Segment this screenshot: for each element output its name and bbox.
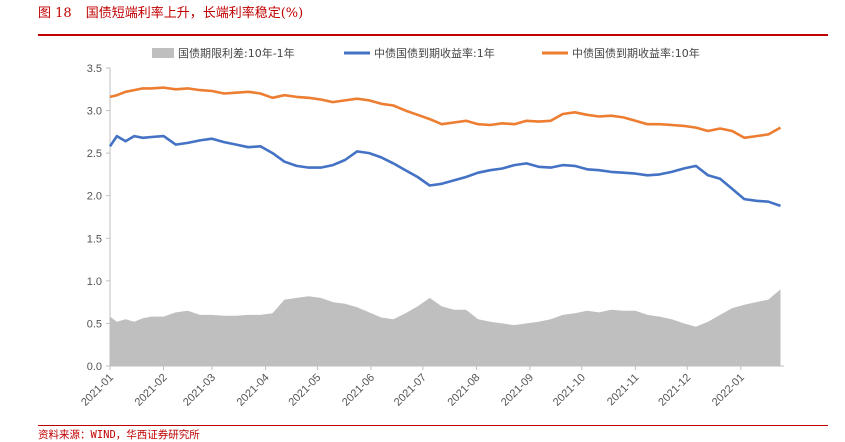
- source-note: 资料来源：WIND，华西证券研究所: [38, 429, 200, 441]
- x-tick-label: 2021-05: [286, 372, 323, 409]
- y-tick-label: 2.0: [87, 191, 102, 203]
- y-tick-label: 3.0: [87, 106, 102, 118]
- y-tick-label: 0.5: [87, 318, 102, 330]
- yield-line-layer: [108, 86, 782, 208]
- x-tick-label: 2021-09: [499, 372, 536, 409]
- x-tick-label: 2021-12: [656, 372, 693, 409]
- x-tick-label: 2021-03: [181, 372, 218, 409]
- x-tick-label: 2021-08: [445, 372, 482, 409]
- figure-number: 图 18: [38, 6, 72, 21]
- x-tick-label: 2021-06: [340, 372, 377, 409]
- x-tick-label: 2021-10: [551, 372, 588, 409]
- figure-title-text: 国债短端利率上升，长端利率稳定(%): [85, 6, 304, 21]
- y-tick-label: 3.5: [87, 63, 102, 75]
- series-2-line: [109, 86, 782, 140]
- x-tick-label: 2021-07: [392, 372, 429, 409]
- x-tick-label: 2021-11: [605, 372, 641, 408]
- chart-legend: 国债期限利差:10年-1年 中债国债到期收益率:1年 中债国债到期收益率:10年: [152, 46, 700, 60]
- legend-swatch-0: [152, 48, 174, 58]
- bottom-divider: [38, 425, 828, 426]
- legend-label-1: 中债国债到期收益率:1年: [374, 46, 495, 60]
- y-tick-label: 2.5: [87, 148, 102, 160]
- y-tick-label: 1.0: [87, 276, 102, 288]
- x-tick-label: 2021-02: [133, 372, 170, 409]
- figure-title: 图 18 国债短端利率上升，长端利率稳定(%): [38, 2, 303, 21]
- x-tick-label: 2022-01: [710, 372, 747, 409]
- x-tick-label: 2021-01: [79, 372, 116, 409]
- legend-label-2: 中债国债到期收益率:10年: [572, 46, 700, 60]
- top-divider: [38, 34, 828, 36]
- x-tick-label: 2021-04: [235, 372, 272, 409]
- series-1-line: [108, 134, 781, 208]
- legend-label-0: 国债期限利差:10年-1年: [178, 46, 295, 60]
- series-0-area: [110, 289, 781, 366]
- y-tick-label: 0.0: [87, 361, 102, 373]
- y-tick-label: 1.5: [87, 233, 102, 245]
- spread-area-layer: [110, 289, 781, 366]
